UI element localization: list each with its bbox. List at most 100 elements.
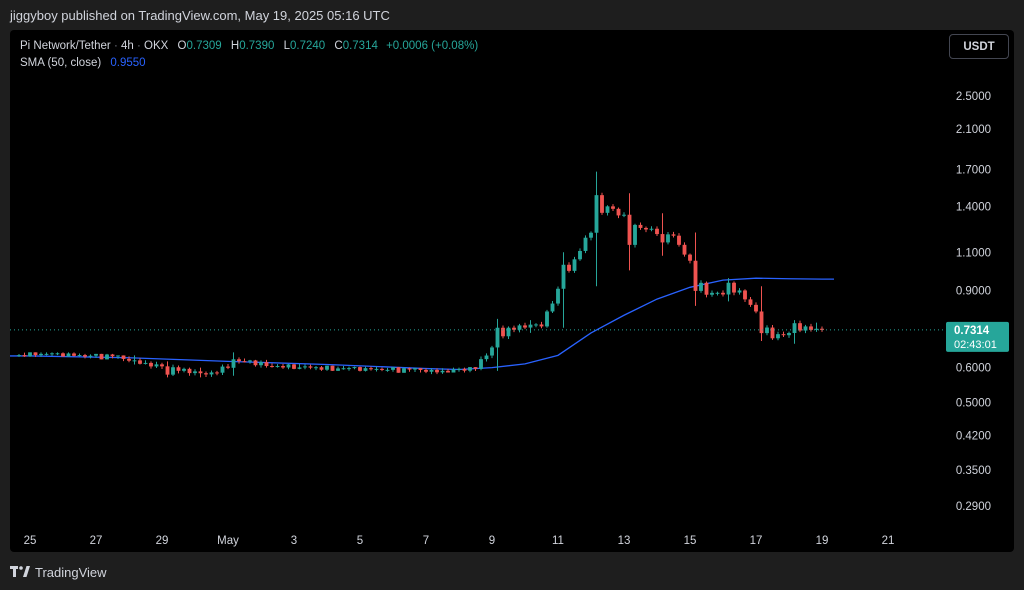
last-price-marker: 0.7314 02:43:01 (10, 321, 1009, 352)
candle-down (138, 360, 142, 364)
legend-interval[interactable]: 4h (121, 40, 134, 52)
legend-open-value: 0.7309 (186, 40, 222, 52)
candle-down (237, 359, 241, 362)
candle-down (446, 370, 450, 373)
legend-close-value: 0.7314 (342, 40, 378, 52)
candle-down (160, 364, 164, 367)
legend-symbol[interactable]: Pi Network/Tether (20, 40, 111, 52)
candle-up (88, 355, 93, 357)
bar-countdown: 02:43:01 (954, 339, 997, 351)
candle-up (314, 367, 318, 369)
candle-down (611, 206, 615, 209)
candle-up (402, 368, 406, 373)
candle-down (759, 311, 764, 334)
candle-down (770, 327, 775, 339)
candle-down (264, 362, 269, 367)
candle-up (385, 369, 390, 371)
candle-up (484, 355, 489, 360)
candle-up (666, 234, 670, 243)
candle-up (556, 288, 560, 304)
candle-down (600, 195, 604, 213)
candle-down (72, 353, 76, 356)
candle-down (319, 367, 324, 370)
x-tick-label: 21 (882, 535, 895, 547)
candle-down (798, 323, 802, 331)
y-axis[interactable]: 2.5000 2.1000 1.7000 1.4000 1.1000 0.9000 0.60… (956, 91, 991, 513)
currency-button[interactable]: USDT (949, 34, 1009, 59)
candle-up (143, 362, 148, 364)
candle-down (809, 326, 813, 330)
candle-up (468, 367, 472, 371)
candle-up (545, 311, 549, 327)
candle-up (248, 360, 252, 362)
candle-up (50, 353, 54, 355)
legend-high-label: H (230, 40, 240, 52)
candle-down (539, 324, 544, 327)
candle-down (253, 360, 258, 366)
candle-up (814, 328, 819, 330)
candle-down (369, 368, 373, 370)
candle-up (374, 368, 379, 370)
candle-down (820, 328, 824, 330)
legend-open-label: O (177, 40, 187, 52)
y-tick-label: 0.6000 (956, 363, 991, 375)
candle-up (275, 366, 280, 368)
candle-up (803, 326, 808, 331)
candle-down (292, 364, 296, 369)
candle-down (83, 355, 87, 357)
candle-down (523, 325, 527, 328)
x-tick-label: 5 (357, 535, 363, 547)
candle-up (44, 353, 49, 355)
publish-header: jiggyboy published on TradingView.com, M… (0, 0, 1024, 30)
candle-up (583, 237, 588, 251)
candle-down (462, 368, 467, 371)
candle-up (792, 323, 797, 334)
candle-up (506, 327, 511, 337)
candle-up (457, 368, 461, 370)
candle-up (94, 353, 98, 356)
candle-up (440, 370, 445, 373)
candle-down (149, 362, 153, 367)
candle-down (61, 353, 65, 357)
legend-ohlc-row: Pi Network/Tether · 4h · OKX O0.7309 H0.… (20, 38, 478, 55)
y-tick-label: 1.4000 (956, 201, 991, 213)
legend-sma-row[interactable]: SMA (50, close) 0.9550 (20, 55, 478, 72)
chart-legend: Pi Network/Tether · 4h · OKX O0.7309 H0.… (20, 38, 478, 72)
candle-up (347, 368, 351, 370)
candle-down (627, 214, 632, 245)
x-tick-label: May (217, 535, 239, 547)
candle-down (270, 366, 274, 368)
candle-up (589, 232, 593, 238)
candle-down (660, 234, 665, 243)
footer-brand: TradingView (10, 562, 107, 582)
candle-up (528, 324, 533, 328)
candle-up (413, 368, 417, 370)
candle-down (99, 353, 104, 360)
y-tick-label: 0.9000 (956, 285, 991, 297)
candle-down (198, 371, 203, 374)
tradingview-logo-icon (10, 566, 30, 578)
candle-down (781, 334, 786, 336)
candle-up (193, 371, 197, 374)
footer-brand-text: TradingView (35, 564, 107, 580)
legend-change: +0.0006 (+0.08%) (386, 40, 479, 52)
candle-down (644, 227, 648, 230)
candle-down (688, 254, 692, 261)
x-tick-label: 25 (24, 535, 37, 547)
candle-up (495, 327, 500, 348)
candle-down (358, 367, 362, 371)
candle-up (286, 364, 291, 368)
candle-up (182, 368, 186, 371)
candle-down (732, 282, 736, 293)
candle-up (633, 224, 637, 245)
x-axis[interactable]: 25 27 29 May 3 5 7 9 11 13 15 17 19 21 (24, 535, 895, 547)
candle-up (622, 214, 626, 216)
candle-down (671, 234, 676, 236)
price-chart[interactable]: 2.5000 2.1000 1.7000 1.4000 1.1000 0.9000 0.60… (10, 30, 1014, 552)
candle-down (330, 365, 335, 371)
x-tick-label: 17 (750, 535, 763, 547)
candle-up (479, 359, 483, 369)
y-tick-label: 0.4200 (956, 431, 991, 443)
sma-line (10, 277, 834, 371)
candle-down (396, 367, 401, 373)
